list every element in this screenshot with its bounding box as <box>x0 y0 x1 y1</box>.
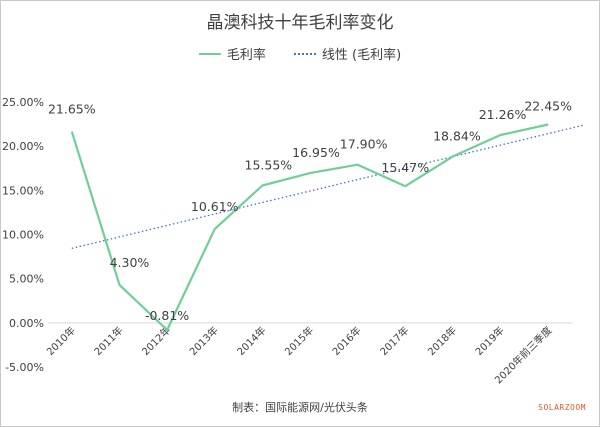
y-tick-label: 0.00% <box>9 317 44 330</box>
source-note: 制表：国际能源网/光伏头条 <box>232 401 368 414</box>
x-tick-label: 2015年 <box>282 324 316 358</box>
x-tick-label: 2016年 <box>329 324 363 358</box>
y-tick-label: 15.00% <box>2 184 44 197</box>
chart-title: 晶澳科技十年毛利率变化 <box>206 13 394 33</box>
x-tick-label: 2011年 <box>91 324 125 358</box>
y-tick-label: 5.00% <box>9 273 44 286</box>
data-label: 21.65% <box>48 102 96 117</box>
trendline <box>71 124 585 249</box>
y-tick-label: -5.00% <box>5 361 44 374</box>
data-label: 15.55% <box>245 157 293 172</box>
x-tick-label: 2017年 <box>377 324 411 358</box>
x-tick-label: 2014年 <box>234 324 268 358</box>
y-tick-label: 25.00% <box>2 96 44 109</box>
brand-watermark: SOLARZOOM <box>538 403 586 412</box>
x-tick-label: 2010年 <box>44 324 78 358</box>
legend-item-trend: 线性 (毛利率) <box>293 44 402 63</box>
data-label: 18.84% <box>433 128 481 143</box>
x-tick-label: 2013年 <box>187 324 221 358</box>
chart-legend: 毛利率 线性 (毛利率) <box>0 44 600 63</box>
legend-swatch-trend <box>293 52 316 55</box>
x-tick-label: 2019年 <box>472 324 506 358</box>
data-label: 4.30% <box>110 255 150 270</box>
data-label: 16.95% <box>292 145 340 160</box>
legend-label-series: 毛利率 <box>226 48 266 63</box>
series-line <box>70 123 549 332</box>
x-tick-label: 2018年 <box>425 324 459 358</box>
data-label: 15.47% <box>381 160 429 175</box>
y-tick-label: 20.00% <box>2 140 44 153</box>
y-tick-label: 10.00% <box>2 229 44 242</box>
data-label: -0.81% <box>145 308 189 323</box>
data-label: 17.90% <box>340 137 388 152</box>
legend-item-series: 毛利率 <box>198 44 266 63</box>
legend-swatch-series <box>198 52 221 55</box>
legend-label-trend: 线性 (毛利率) <box>321 48 402 63</box>
data-label: 22.45% <box>524 99 572 114</box>
data-label: 21.26% <box>479 107 527 122</box>
data-label: 10.61% <box>191 199 239 214</box>
